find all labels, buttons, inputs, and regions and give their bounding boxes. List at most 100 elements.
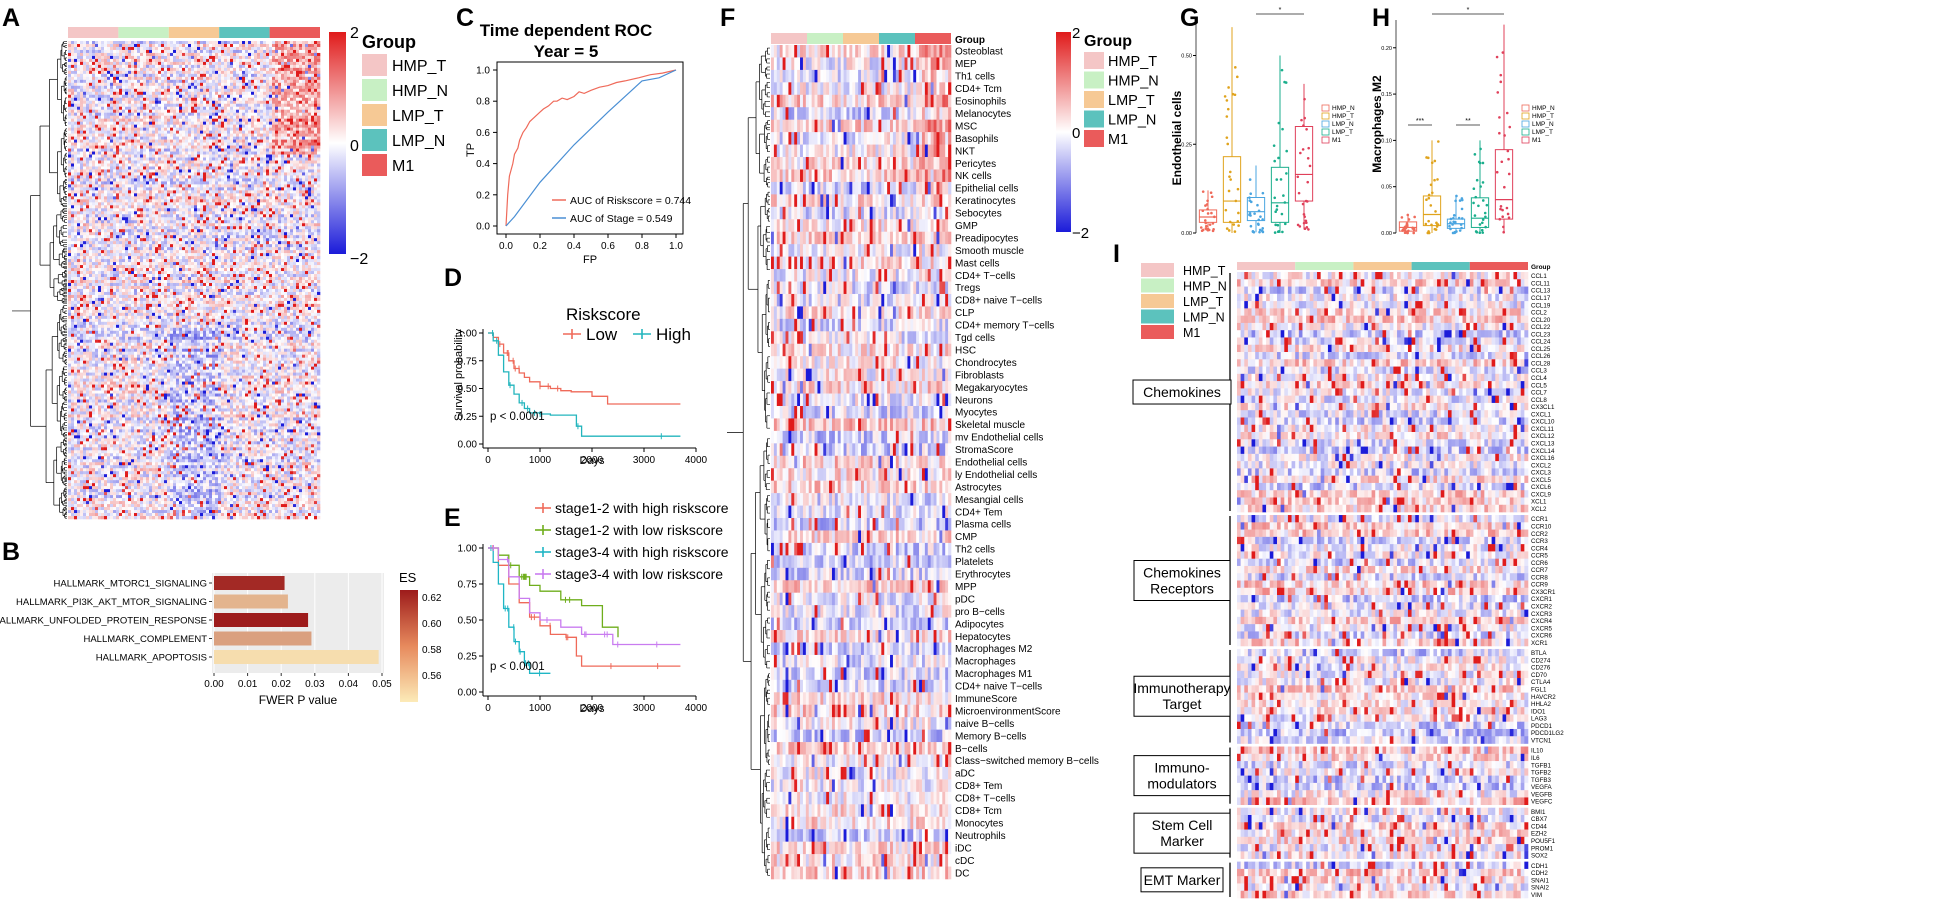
- heatmap-cell: [161, 118, 165, 122]
- heatmap-cell: [281, 109, 285, 113]
- heatmap-cell: [107, 58, 111, 63]
- heatmap-cell: [242, 112, 246, 116]
- heatmap-cell: [116, 46, 120, 51]
- heatmap-cell: [134, 184, 138, 188]
- heatmap-cell: [92, 58, 96, 63]
- heatmap-cell: [194, 76, 198, 81]
- heatmap-cell: [218, 112, 222, 116]
- heatmap-cell: [170, 151, 174, 155]
- heatmap-cell: [227, 55, 231, 60]
- heatmap-cell: [137, 187, 141, 191]
- heatmap-cell: [155, 178, 159, 182]
- heatmap-cell: [215, 58, 219, 63]
- heatmap-cell: [89, 109, 93, 113]
- heatmap-cell: [146, 169, 150, 173]
- heatmap-cell: [89, 94, 93, 99]
- heatmap-cell: [113, 127, 117, 131]
- heatmap-cell: [104, 169, 108, 173]
- heatmap-cell: [260, 82, 264, 87]
- heatmap-cell: [137, 106, 141, 111]
- heatmap-cell: [92, 172, 96, 176]
- heatmap-cell: [140, 187, 144, 191]
- heatmap-cell: [164, 163, 168, 167]
- heatmap-cell: [95, 178, 99, 182]
- heatmap-cell: [185, 109, 189, 113]
- heatmap-cell: [122, 178, 126, 182]
- heatmap-cell: [215, 103, 219, 108]
- heatmap-cell: [233, 61, 237, 66]
- heatmap-cell: [173, 103, 177, 108]
- heatmap-cell: [104, 82, 108, 87]
- heatmap-cell: [212, 41, 216, 45]
- heatmap-cell: [218, 49, 222, 54]
- heatmap-cell: [314, 187, 318, 191]
- heatmap-cell: [224, 91, 228, 96]
- heatmap-cell: [275, 106, 279, 111]
- heatmap-cell: [98, 187, 102, 191]
- heatmap-cell: [296, 136, 300, 140]
- heatmap-cell: [101, 88, 105, 93]
- heatmap-cell: [251, 151, 255, 155]
- heatmap-cell: [254, 187, 258, 191]
- heatmap-cell: [179, 91, 183, 96]
- heatmap-cell: [242, 52, 246, 57]
- heatmap-cell: [155, 157, 159, 161]
- heatmap-cell: [173, 184, 177, 188]
- heatmap-cell: [98, 103, 102, 108]
- heatmap-cell: [257, 46, 261, 51]
- heatmap-cell: [269, 76, 273, 81]
- heatmap-cell: [155, 160, 159, 164]
- heatmap-cell: [161, 61, 165, 66]
- heatmap-cell: [92, 142, 96, 146]
- heatmap-cell: [95, 82, 99, 87]
- heatmap-cell: [302, 43, 306, 48]
- heatmap-cell: [266, 43, 270, 48]
- heatmap-cell: [188, 103, 192, 108]
- heatmap-cell: [284, 130, 288, 134]
- heatmap-cell: [290, 181, 294, 185]
- heatmap-cell: [293, 169, 297, 173]
- heatmap-cell: [266, 55, 270, 60]
- heatmap-cell: [296, 139, 300, 143]
- heatmap-cell: [239, 61, 243, 66]
- heatmap-cell: [194, 115, 198, 119]
- heatmap-cell: [179, 163, 183, 167]
- heatmap-cell: [260, 157, 264, 161]
- heatmap-cell: [164, 43, 168, 48]
- heatmap-cell: [287, 100, 291, 105]
- heatmap-cell: [77, 112, 81, 116]
- heatmap-cell: [173, 187, 177, 191]
- heatmap-cell: [143, 157, 147, 161]
- heatmap-cell: [302, 88, 306, 93]
- heatmap-cell: [116, 85, 120, 90]
- heatmap-cell: [173, 41, 177, 45]
- heatmap-cell: [227, 73, 231, 78]
- heatmap-cell: [212, 124, 216, 128]
- heatmap-cell: [311, 160, 315, 164]
- heatmap-cell: [110, 41, 114, 45]
- heatmap-cell: [134, 148, 138, 152]
- heatmap-cell: [209, 103, 213, 108]
- heatmap-cell: [206, 49, 210, 54]
- heatmap-cell: [134, 187, 138, 191]
- heatmap-cell: [125, 139, 129, 143]
- heatmap-cell: [179, 151, 183, 155]
- heatmap-cell: [275, 142, 279, 146]
- heatmap-cell: [149, 76, 153, 81]
- heatmap-cell: [164, 52, 168, 57]
- heatmap-cell: [254, 76, 258, 81]
- heatmap-cell: [317, 58, 321, 63]
- heatmap-cell: [302, 85, 306, 90]
- heatmap-cell: [248, 124, 252, 128]
- heatmap-cell: [245, 55, 249, 60]
- heatmap-cell: [308, 61, 312, 66]
- heatmap-cell: [305, 130, 309, 134]
- heatmap-cell: [68, 106, 72, 111]
- heatmap-cell: [314, 145, 318, 149]
- heatmap-cell: [296, 97, 300, 102]
- heatmap-cell: [284, 43, 288, 48]
- heatmap-cell: [248, 46, 252, 51]
- heatmap-cell: [167, 124, 171, 128]
- heatmap-cell: [128, 181, 132, 185]
- heatmap-cell: [185, 76, 189, 81]
